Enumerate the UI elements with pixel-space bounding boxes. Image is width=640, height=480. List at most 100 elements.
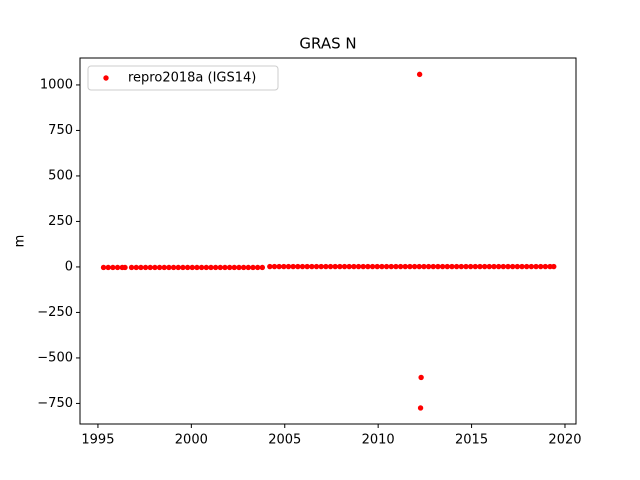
point: [166, 264, 172, 271]
point: [360, 263, 366, 270]
point: [276, 263, 282, 270]
point: [100, 264, 107, 271]
point: [250, 264, 256, 271]
point: [267, 263, 273, 270]
point: [458, 263, 464, 270]
point: [327, 263, 334, 270]
y-tick-label: 1000: [40, 77, 73, 92]
point: [128, 264, 135, 271]
point: [226, 264, 233, 271]
point: [365, 263, 371, 270]
point: [332, 263, 338, 270]
y-tick-label: −750: [37, 396, 73, 411]
point: [477, 263, 483, 270]
point: [217, 264, 223, 271]
point: [542, 263, 549, 270]
point: [240, 264, 247, 271]
point: [122, 264, 128, 271]
point: [309, 263, 315, 270]
point: [351, 263, 357, 270]
point: [208, 264, 214, 271]
point: [290, 263, 296, 270]
point: [533, 263, 539, 270]
point: [416, 71, 423, 78]
point: [318, 263, 324, 270]
point: [505, 263, 511, 270]
point: [147, 264, 153, 271]
point: [184, 264, 191, 271]
point: [551, 263, 557, 270]
point: [467, 263, 474, 270]
point: [105, 264, 111, 271]
point: [281, 263, 287, 270]
point: [355, 263, 362, 270]
point: [430, 263, 436, 270]
x-tick-label: 2015: [455, 433, 488, 448]
point: [259, 264, 266, 271]
point: [133, 264, 139, 271]
point: [271, 263, 278, 270]
point: [313, 263, 320, 270]
point: [374, 263, 380, 270]
point: [152, 264, 158, 271]
point: [397, 263, 404, 270]
point: [231, 264, 238, 271]
point: [346, 263, 352, 270]
point: [388, 263, 394, 270]
point: [369, 263, 376, 270]
point: [189, 264, 195, 271]
point: [304, 263, 310, 270]
point: [523, 263, 530, 270]
point: [114, 264, 121, 271]
point: [449, 263, 455, 270]
point: [295, 263, 301, 270]
point: [212, 264, 219, 271]
point: [417, 405, 424, 411]
chart-title: GRAS N: [299, 35, 356, 53]
point: [421, 263, 427, 270]
point: [486, 263, 493, 270]
point: [110, 264, 116, 271]
point: [418, 374, 424, 381]
point: [500, 263, 507, 270]
point: [285, 263, 292, 270]
point: [435, 263, 441, 270]
y-axis-label: m: [13, 235, 28, 248]
point: [425, 263, 432, 270]
point: [453, 263, 460, 270]
x-tick-label: 2010: [362, 433, 395, 448]
point: [393, 263, 399, 270]
x-tick-label: 2020: [548, 433, 581, 448]
point: [203, 264, 209, 271]
point: [236, 264, 242, 271]
point: [491, 263, 497, 270]
y-tick-label: 750: [48, 123, 73, 138]
point: [411, 263, 418, 270]
point: [439, 263, 446, 270]
point: [495, 263, 502, 270]
plot-frame: [79, 57, 577, 425]
point: [254, 264, 261, 271]
legend-box: [87, 65, 279, 91]
point: [138, 264, 144, 271]
y-tick-label: −250: [37, 305, 73, 320]
point: [299, 263, 306, 270]
point: [194, 264, 200, 271]
point: [222, 264, 228, 271]
point: [547, 263, 553, 270]
point: [175, 264, 181, 271]
point: [245, 264, 252, 271]
point: [528, 263, 535, 270]
point: [170, 264, 177, 271]
point: [519, 263, 525, 270]
x-tick-label: 2005: [268, 433, 301, 448]
point: [416, 263, 422, 270]
point: [379, 263, 385, 270]
point: [198, 264, 205, 271]
x-tick-label: 2000: [175, 433, 208, 448]
y-tick-label: 500: [48, 168, 73, 183]
y-tick-label: 0: [65, 259, 73, 274]
point: [481, 263, 488, 270]
point: [509, 263, 516, 270]
